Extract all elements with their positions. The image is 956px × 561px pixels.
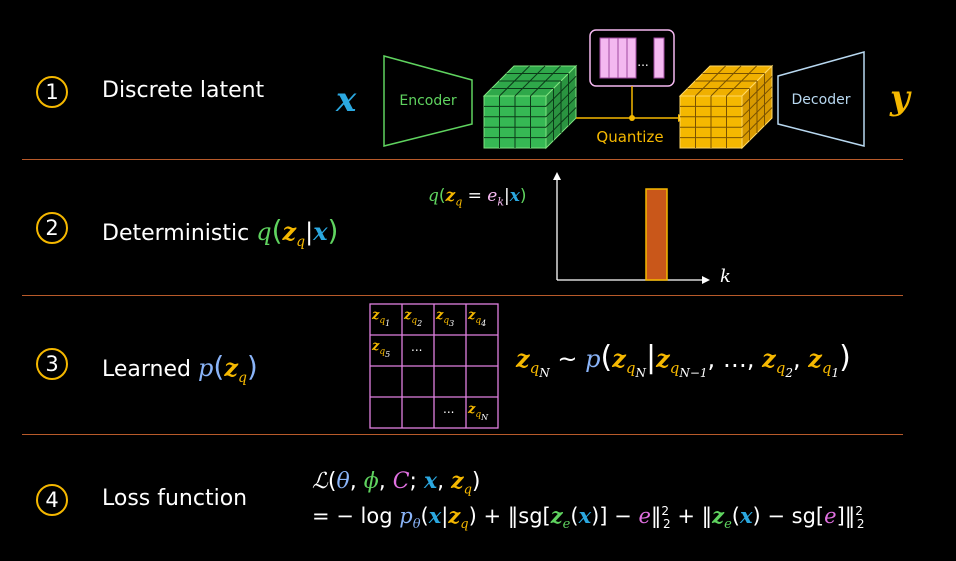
deterministic-plot [553,172,710,284]
loss-rhs: = − log pθ(x|zq) + ‖sg[ze(x)] − e‖22 + ‖… [312,503,865,533]
encoder-label: Encoder [399,93,456,109]
input-x-symbol: x [336,80,357,120]
q-z-given-x: q(zq|x) [256,214,339,250]
decoder-block [777,51,865,147]
codebook-ellipsis: ... [637,55,648,69]
latent-grid [369,303,499,429]
plot-bar [645,188,668,281]
step-2-badge: 2 [36,212,68,244]
plot-y-label: q(zq = ek|x) [428,186,527,209]
plot-x-label: k [720,266,731,287]
step-2-label-text: Deterministic [102,221,250,246]
grid-cell-zqN: zqN [468,402,489,422]
encoder-latent-cube [482,64,578,150]
decoder-label: Decoder [792,92,851,108]
grid-cell-ellipsis-2: ... [443,402,455,416]
grid-cell-zq1: zq1 [372,308,391,328]
grid-cell-zq3: zq3 [436,308,455,328]
grid-cell-zq2: zq2 [404,308,423,328]
step-4-label: Loss function [102,486,248,511]
grid-cell-zq4: zq4 [468,308,487,328]
divider-1 [22,159,903,160]
output-y-symbol: y [890,78,910,118]
step-3-label: Learned p(zq) [102,350,258,386]
step-3-label-text: Learned [102,357,191,382]
step-3-badge: 3 [36,348,68,380]
pipeline-diagram: Encoder ... Quantize [383,29,865,150]
loss-lhs: ℒ(θ, ϕ, C; x, zq) [312,468,481,498]
grid-cell-zq5: zq5 [372,339,391,359]
step-1-label: Discrete latent [102,78,265,103]
step-4-badge: 4 [36,484,68,516]
step-1-badge: 1 [36,76,68,108]
autoregressive-prior-expression: zqN ~ p(zqN|zqN−1, …, zq2, zq1) [516,340,851,380]
p-zq: p(zq) [198,350,258,386]
grid-cell-ellipsis-1: ... [411,340,423,354]
divider-3 [22,434,903,435]
codebook: ... [589,29,675,87]
quantize-label: Quantize [596,128,663,146]
divider-2 [22,295,903,296]
step-2-label: Deterministic q(zq|x) [102,214,338,250]
quantized-latent-cube [678,64,774,150]
encoder-block [383,55,473,147]
